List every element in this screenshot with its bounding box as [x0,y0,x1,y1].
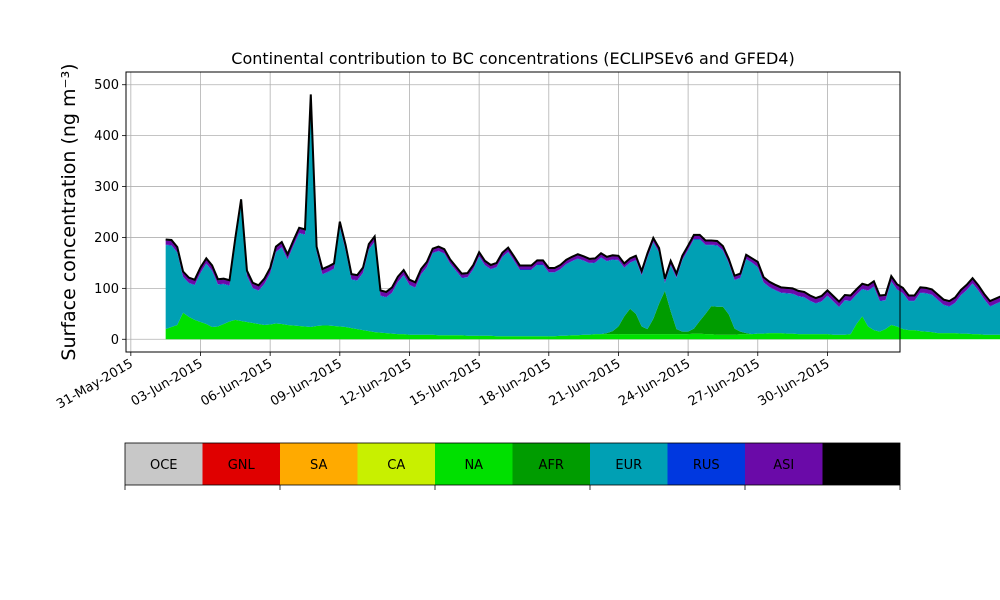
legend-label-rus: RUS [693,458,720,473]
total-line-group [165,94,1000,304]
legend-swatch-na [435,443,513,485]
total-line [165,94,1000,304]
y-tick-label: 300 [94,180,119,195]
y-tick-label: 0 [111,333,119,348]
legend-frame [124,442,901,486]
plot-frame [125,71,901,353]
legend-label-ca: CA [387,458,405,473]
legend-swatch-sa [280,443,358,485]
legend-swatch-aus [822,443,900,485]
y-tick-label: 100 [94,282,119,297]
legend-label-na: NA [464,458,483,473]
area-na [165,312,1000,340]
legend-colorbar: OCE GNL SA CA NA AFR EUR RUS ASI AUS [124,442,901,490]
y-tick-label: 400 [94,129,119,144]
legend-swatch-afr [512,443,590,485]
y-axis-label: Surface concentration (ng m⁻³) [58,63,80,360]
area-eur [165,100,1000,337]
legend-label-aus: AUS [848,458,875,473]
legend-swatch-ca [357,443,435,485]
legend-swatch-rus [667,443,745,485]
plot-area [125,71,1000,353]
legend-label-asi: ASI [773,458,794,473]
chart-title: Continental contribution to BC concentra… [231,49,794,68]
y-tick-label: 200 [94,231,119,246]
legend-label-gnl: GNL [228,458,256,473]
legend-label-oce: OCE [150,458,178,473]
legend-swatch-eur [590,443,668,485]
y-axis: 0 100 200 300 400 500 [94,78,126,348]
legend-swatch-gnl [202,443,280,485]
legend-swatch-asi [745,443,823,485]
legend-swatch-oce [125,443,203,485]
legend-label-sa: SA [310,458,327,473]
legend-label-afr: AFR [539,458,564,473]
stacked-areas [165,94,1000,340]
legend-label-eur: EUR [615,458,642,473]
y-tick-label: 500 [94,78,119,93]
